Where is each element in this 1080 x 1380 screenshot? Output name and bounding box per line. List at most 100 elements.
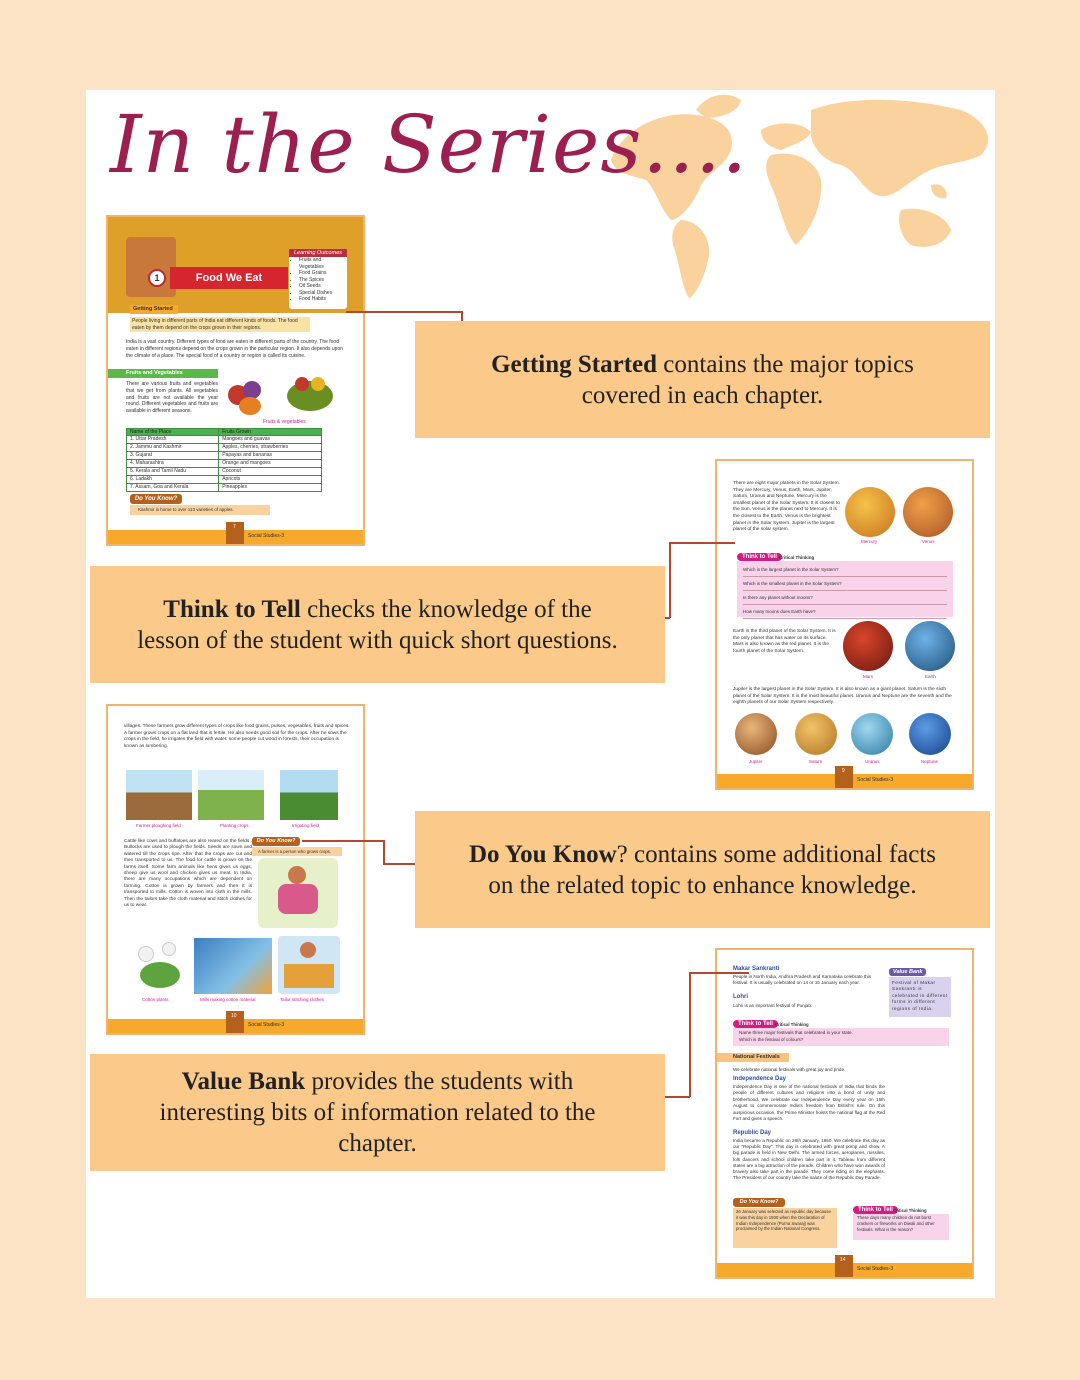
page-number: 10 — [231, 1013, 237, 1019]
irrigating-image — [280, 770, 338, 820]
question-item: Which is the largest planet in the Solar… — [743, 563, 947, 577]
learning-outcomes-title: Learning Outcomes — [289, 249, 347, 257]
table-cell-fruits: Coconut — [218, 467, 322, 476]
cotton-plant-image — [128, 938, 190, 994]
earth-label: Earth — [925, 674, 936, 679]
table-cell-place: 1. Uttar Pradesh — [125, 435, 220, 444]
saturn-image — [795, 713, 837, 755]
table-row: 7. Assam, Goa and Kerala Pineapples — [125, 483, 322, 492]
mercury-image — [845, 487, 895, 537]
sample-page-food-we-eat: 1 Food We Eat Learning Outcomes Fruits a… — [106, 215, 365, 546]
ploughing-image — [126, 770, 192, 820]
callout-do-you-know: Do You Know? contains some additional fa… — [415, 811, 990, 928]
chapter-number: 1 — [148, 269, 166, 287]
think-to-tell-label: Think to Tell — [733, 1020, 778, 1028]
critical-thinking-label-2: Critical Thinking — [893, 1208, 927, 1213]
neptune-label: Neptune — [921, 759, 939, 764]
callout-value-bank: Value Bank provides the students with in… — [90, 1054, 665, 1171]
fruits-table: Name of the Place Fruits Grown 1. Uttar … — [125, 428, 322, 492]
venus-image — [903, 487, 953, 537]
connector-value-bank-v — [689, 972, 691, 1097]
caption-planting: Planting crops — [220, 823, 249, 828]
table-header-place: Name of the Place — [125, 428, 220, 436]
question-1: Name three major festivals that celebrat… — [739, 1030, 853, 1035]
independence-day-text: Independence Day is one of the national … — [733, 1084, 885, 1122]
connector-getting-started — [346, 311, 462, 313]
mars-label: Mars — [863, 674, 873, 679]
national-festivals-label: National Festivals — [717, 1053, 789, 1062]
republic-day-heading: Republic Day — [733, 1130, 772, 1136]
independence-day-heading: Independence Day — [733, 1076, 787, 1082]
table-row: 1. Uttar Pradesh Mangoes and guavas — [125, 435, 322, 444]
cattle-paragraph: Cattle like cows and buffaloes are also … — [124, 839, 252, 909]
fruit-basket-illustration — [223, 373, 273, 418]
table-row: 3. Gujarat Papayas and bananas — [125, 451, 322, 460]
table-cell-place: 4. Maharashtra — [125, 459, 220, 468]
footer-label: Social Studies-3 — [857, 1266, 894, 1272]
saturn-label: Saturn — [809, 759, 823, 764]
learning-outcome-item: Oil Seeds — [299, 283, 347, 290]
callout-getting-started: Getting Started contains the major topic… — [415, 321, 990, 438]
getting-started-text: People living in different parts of Indi… — [130, 317, 310, 332]
question-item: How many moons does Earth have? — [743, 605, 947, 619]
connector-do-you-know-h2 — [383, 863, 445, 865]
uranus-label: Uranus — [865, 759, 880, 764]
neptune-image — [909, 713, 951, 755]
connector-think-to-tell-h2 — [669, 542, 735, 544]
table-row: 5. Kerala and Tamil Nadu Coconut — [125, 467, 322, 476]
callout-text: ? contains some additional facts on the … — [488, 840, 937, 899]
planting-image — [198, 770, 264, 820]
sample-page-solar-system: There are eight major planets in the Sol… — [715, 459, 974, 790]
caption-mills: Mills making cotton material — [200, 997, 256, 1002]
page-number-tab: 9 — [835, 766, 853, 788]
connector-do-you-know — [302, 840, 384, 842]
chapter-title: Food We Eat — [170, 267, 288, 289]
do-you-know-text: 26 January was selected as republic day … — [733, 1208, 837, 1248]
page-number: 9 — [842, 768, 845, 774]
table-row: 6. Ladakh Apricots — [125, 475, 322, 484]
makar-sankranti-heading: Makar Sankranti — [733, 966, 780, 972]
think-to-tell-question-2: These days many children do not burst cr… — [853, 1214, 949, 1240]
question-item: Which is the smallest planet in the Sola… — [743, 577, 947, 591]
page-number-tab: 14 — [835, 1255, 853, 1277]
table-header-fruits: Fruits Grown — [218, 428, 322, 436]
think-to-tell-questions: Name three major festivals that celebrat… — [733, 1028, 949, 1046]
jupiter-paragraph: Jupiter is the largest planet in the Sol… — [733, 687, 952, 706]
table-cell-fruits: Apricots — [218, 475, 322, 484]
brochure-page: In the Series.... 1 Food We Eat Learning… — [86, 90, 995, 1298]
learning-outcome-item: Food Grains — [299, 270, 347, 277]
jupiter-image — [735, 713, 777, 755]
footer-label: Social Studies-3 — [248, 533, 285, 539]
learning-outcome-item: Food Habits — [299, 296, 347, 303]
table-cell-fruits: Pineapples — [218, 483, 322, 492]
world-map-decoration — [611, 94, 989, 298]
caption-cotton: Cotton plants — [142, 997, 169, 1002]
table-cell-place: 3. Gujarat — [125, 451, 220, 460]
think-to-tell-label: Think to Tell — [737, 553, 782, 561]
page-number: 14 — [840, 1257, 846, 1263]
mills-image — [194, 938, 272, 994]
do-you-know-label: Do You Know? — [252, 837, 300, 846]
table-cell-fruits: Orange and mangoes — [218, 459, 322, 468]
farming-paragraph: villages. These farmers grow different t… — [124, 724, 350, 749]
republic-day-text: India became a Republic on 26th January,… — [733, 1138, 885, 1181]
table-cell-place: 2. Jammu and Kashmir — [125, 443, 220, 452]
mars-image — [843, 621, 893, 671]
page-number: 7 — [233, 524, 236, 530]
table-cell-place: 5. Kerala and Tamil Nadu — [125, 467, 220, 476]
question-2: Which is the festival of colours? — [739, 1037, 804, 1042]
learning-outcome-item: Fruits and Vegetables — [299, 257, 347, 270]
critical-thinking-label: Critical Thinking — [775, 1022, 809, 1027]
callout-text: provides the students with interesting b… — [159, 1068, 596, 1157]
page-number-tab: 10 — [226, 1011, 244, 1033]
uranus-image — [851, 713, 893, 755]
footer-label: Social Studies-3 — [857, 777, 894, 783]
vegetable-basket-illustration — [283, 371, 338, 416]
callout-highlight: Think to Tell — [163, 595, 301, 623]
learning-outcomes-list: Fruits and VegetablesFood GrainsThe Spic… — [289, 257, 347, 303]
caption-ploughing: Farmer ploughing field — [136, 823, 181, 828]
question-item: Is there any planet without moons? — [743, 591, 947, 605]
tailor-image — [278, 936, 340, 994]
intro-paragraph: India is a vast country. Different types… — [126, 339, 343, 359]
table-cell-fruits: Papayas and bananas — [218, 451, 322, 460]
